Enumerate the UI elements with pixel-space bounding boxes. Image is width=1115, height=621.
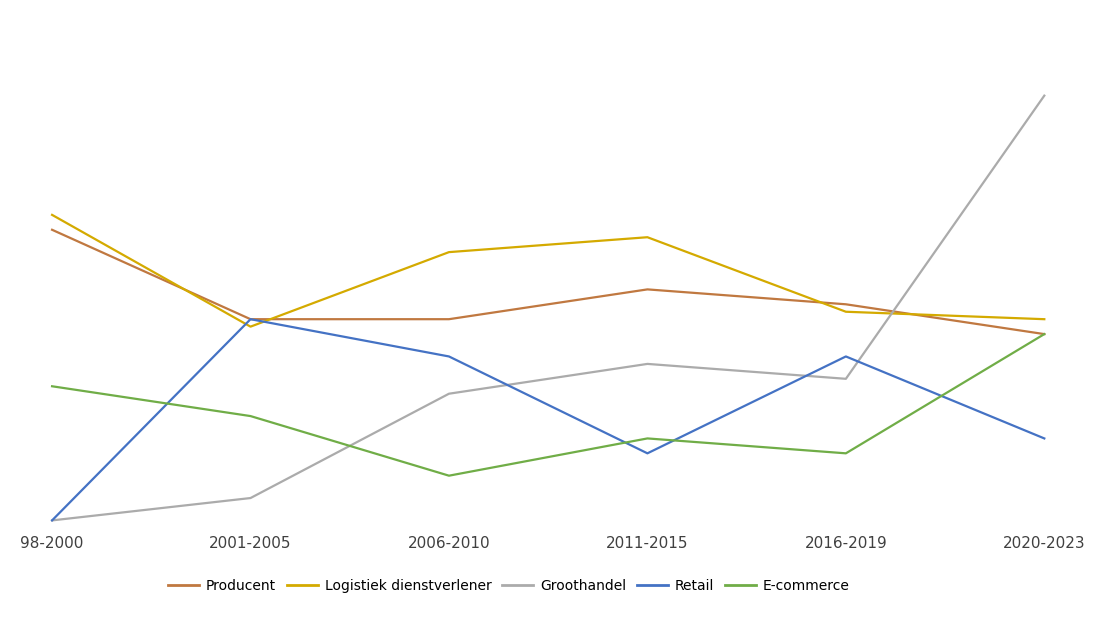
Retail — [244, 315, 258, 323]
Groothandel — [244, 494, 258, 502]
Logistiek dienstverlener — [443, 248, 456, 256]
Retail — [641, 450, 655, 457]
Retail — [840, 353, 853, 360]
E-commerce — [1038, 330, 1051, 338]
E-commerce — [244, 412, 258, 420]
Producent — [641, 286, 655, 293]
Producent — [1038, 330, 1051, 338]
Groothandel — [1038, 92, 1051, 99]
Producent — [244, 315, 258, 323]
Logistiek dienstverlener — [641, 233, 655, 241]
Retail — [46, 517, 59, 524]
Line: Logistiek dienstverlener: Logistiek dienstverlener — [52, 215, 1045, 327]
Groothandel — [443, 390, 456, 397]
Logistiek dienstverlener — [244, 323, 258, 330]
E-commerce — [46, 383, 59, 390]
Logistiek dienstverlener — [1038, 315, 1051, 323]
Groothandel — [641, 360, 655, 368]
Line: E-commerce: E-commerce — [52, 334, 1045, 476]
Groothandel — [840, 375, 853, 383]
Retail — [443, 353, 456, 360]
Line: Retail: Retail — [52, 319, 1045, 520]
E-commerce — [443, 472, 456, 479]
Producent — [46, 226, 59, 233]
Groothandel — [46, 517, 59, 524]
Line: Producent: Producent — [52, 230, 1045, 334]
Producent — [443, 315, 456, 323]
E-commerce — [840, 450, 853, 457]
Logistiek dienstverlener — [840, 308, 853, 315]
Retail — [1038, 435, 1051, 442]
Legend: Producent, Logistiek dienstverlener, Groothandel, Retail, E-commerce: Producent, Logistiek dienstverlener, Gro… — [163, 573, 855, 599]
E-commerce — [641, 435, 655, 442]
Producent — [840, 301, 853, 308]
Line: Groothandel: Groothandel — [52, 96, 1045, 520]
Logistiek dienstverlener — [46, 211, 59, 219]
